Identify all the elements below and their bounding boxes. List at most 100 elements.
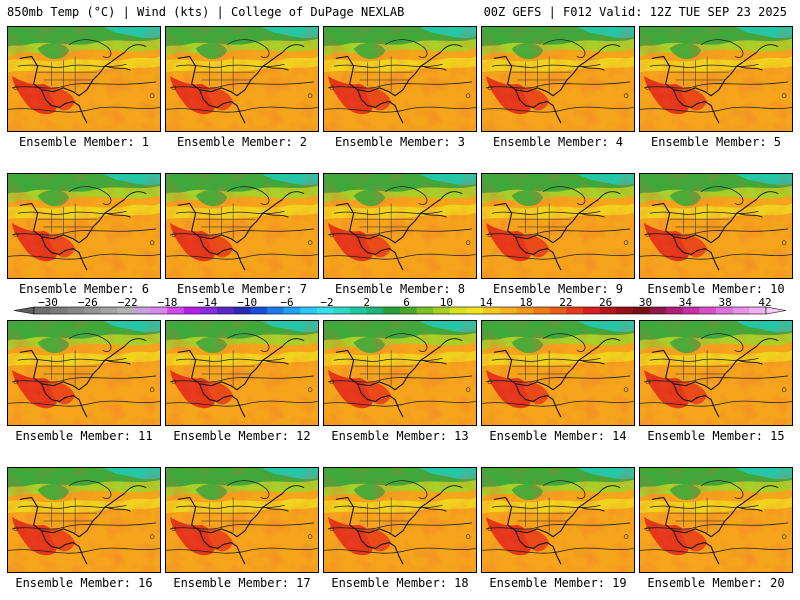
colorbar-swatch: [183, 307, 201, 314]
ensemble-member-label: Ensemble Member: 12: [173, 429, 311, 443]
ensemble-map-19: [481, 467, 635, 573]
ensemble-member-label: Ensemble Member: 14: [489, 429, 627, 443]
colorbar-swatch: [67, 307, 85, 314]
colorbar-tick-label: −14: [197, 296, 218, 309]
ensemble-member-label: Ensemble Member: 15: [647, 429, 785, 443]
colorbar-max-arrow: [765, 306, 787, 315]
ensemble-map-11: [7, 320, 161, 426]
colorbar-swatch: [400, 307, 417, 314]
colorbar-tick-label: 38: [718, 296, 732, 309]
colorbar-swatch: [50, 307, 68, 314]
colorbar-swatch: [632, 307, 650, 314]
colorbar-swatch: [150, 307, 168, 314]
ensemble-map-15: [639, 320, 793, 426]
colorbar-swatch: [283, 307, 301, 314]
colorbar-swatch: [383, 307, 401, 314]
colorbar-swatch: [350, 307, 368, 314]
colorbar-swatch: [566, 307, 584, 314]
colorbar-swatch: [433, 307, 451, 314]
ensemble-map-9: [481, 173, 635, 279]
colorbar-swatch: [117, 307, 135, 314]
colorbar-swatch: [516, 307, 534, 314]
ensemble-map-3: [323, 26, 477, 132]
colorbar-swatch: [616, 307, 634, 314]
colorbar-swatch: [549, 307, 567, 314]
colorbar-swatch: [34, 307, 51, 314]
colorbar-tick-label: 34: [678, 296, 692, 309]
colorbar-swatch: [266, 307, 284, 314]
colorbar-tick-label: 14: [479, 296, 493, 309]
temperature-colorbar: [13, 306, 787, 315]
ensemble-map-5: [639, 26, 793, 132]
colorbar-swatch: [483, 307, 501, 314]
colorbar-swatch: [499, 307, 517, 314]
ensemble-member-label: Ensemble Member: 7: [176, 282, 308, 296]
ensemble-map-2: [165, 26, 319, 132]
colorbar-swatch: [599, 307, 617, 314]
ensemble-member-label: Ensemble Member: 1: [18, 135, 150, 149]
ensemble-member-label: Ensemble Member: 18: [331, 576, 469, 590]
colorbar-swatch: [416, 307, 434, 314]
ensemble-map-17: [165, 467, 319, 573]
ensemble-member-label: Ensemble Member: 9: [492, 282, 624, 296]
colorbar-swatch: [100, 307, 118, 314]
ensemble-member-label: Ensemble Member: 11: [15, 429, 153, 443]
colorbar-swatch: [732, 307, 750, 314]
colorbar-swatch: [200, 307, 218, 314]
colorbar-swatch: [716, 307, 734, 314]
colorbar-swatch: [217, 307, 234, 314]
ensemble-map-4: [481, 26, 635, 132]
colorbar-tick-label: 2: [363, 296, 370, 309]
colorbar-swatch: [83, 307, 101, 314]
colorbar-swatch: [233, 307, 251, 314]
colorbar-swatch: [466, 307, 484, 314]
ensemble-member-label: Ensemble Member: 6: [18, 282, 150, 296]
ensemble-member-label: Ensemble Member: 19: [489, 576, 627, 590]
colorbar-tick-label: 26: [599, 296, 613, 309]
ensemble-member-label: Ensemble Member: 3: [334, 135, 466, 149]
ensemble-member-label: Ensemble Member: 4: [492, 135, 624, 149]
ensemble-member-label: Ensemble Member: 8: [334, 282, 466, 296]
colorbar-tick-label: −10: [237, 296, 258, 309]
colorbar-swatch: [449, 307, 467, 314]
colorbar-swatch: [316, 307, 334, 314]
colorbar-tick-label: −22: [117, 296, 138, 309]
ensemble-member-label: Ensemble Member: 13: [331, 429, 469, 443]
colorbar-tick-label: −26: [77, 296, 98, 309]
colorbar-swatch: [666, 307, 684, 314]
colorbar-tick-label: −30: [38, 296, 58, 309]
ensemble-map-13: [323, 320, 477, 426]
ensemble-map-1: [7, 26, 161, 132]
colorbar-swatch: [699, 307, 717, 314]
ensemble-map-8: [323, 173, 477, 279]
ensemble-map-18: [323, 467, 477, 573]
colorbar-tick-label: 6: [403, 296, 410, 309]
colorbar-tick-label: 30: [638, 296, 653, 309]
colorbar-swatch: [333, 307, 351, 314]
ensemble-map-7: [165, 173, 319, 279]
ensemble-map-12: [165, 320, 319, 426]
colorbar-swatch: [533, 307, 551, 314]
colorbar-swatch: [133, 307, 151, 314]
ensemble-map-20: [639, 467, 793, 573]
ensemble-member-label: Ensemble Member: 5: [650, 135, 782, 149]
colorbar-min-arrow: [13, 306, 35, 315]
header-title-right: 00Z GEFS | F012 Valid: 12Z TUE SEP 23 20…: [483, 5, 787, 19]
colorbar-swatch: [250, 307, 268, 314]
ensemble-member-label: Ensemble Member: 16: [15, 576, 153, 590]
ensemble-member-label: Ensemble Member: 17: [173, 576, 311, 590]
colorbar-tick-label: 22: [559, 296, 573, 309]
colorbar-swatch: [682, 307, 700, 314]
ensemble-member-label: Ensemble Member: 10: [647, 282, 785, 296]
colorbar-swatch: [749, 307, 767, 314]
colorbar-swatch: [300, 307, 318, 314]
ensemble-member-label: Ensemble Member: 20: [647, 576, 785, 590]
colorbar-tick-label: −6: [280, 296, 294, 309]
ensemble-map-10: [639, 173, 793, 279]
colorbar-tick-label: −2: [320, 296, 334, 309]
ensemble-map-6: [7, 173, 161, 279]
colorbar-tick-label: 42: [758, 296, 772, 309]
colorbar-swatch: [167, 307, 185, 314]
colorbar-tick-label: 18: [519, 296, 533, 309]
colorbar-swatch: [366, 307, 384, 314]
